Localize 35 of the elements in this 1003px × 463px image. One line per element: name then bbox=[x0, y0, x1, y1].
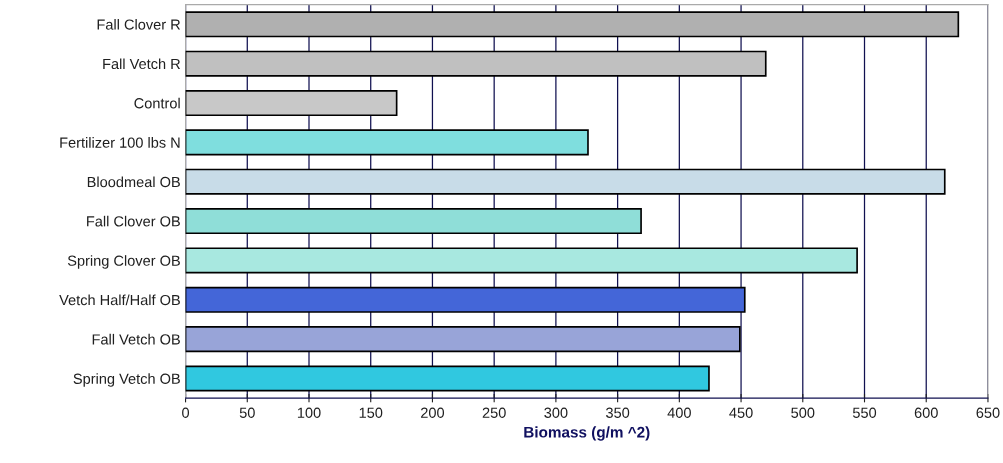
y-tick-label: Fall Vetch R bbox=[103, 58, 181, 70]
y-tick-label: Fertilizer 100 lbs N bbox=[60, 137, 180, 148]
y-tick-label: Fall Vetch OB bbox=[92, 333, 180, 345]
x-tick-label: 600 bbox=[914, 407, 938, 418]
x-tick-label: 350 bbox=[606, 407, 630, 418]
x-tick-label: 300 bbox=[544, 407, 568, 418]
x-tick-label: 400 bbox=[667, 407, 691, 418]
bar bbox=[185, 50, 767, 77]
x-tick-label: 200 bbox=[421, 407, 445, 418]
y-tick-label: Vetch Half/Half OB bbox=[59, 294, 180, 306]
y-tick-label: Spring Clover OB bbox=[67, 255, 180, 269]
x-axis-title: Biomass (g/m ^2) bbox=[524, 426, 650, 441]
x-tick-label: 550 bbox=[852, 407, 877, 418]
bar bbox=[185, 89, 398, 117]
bar bbox=[185, 326, 741, 353]
bar bbox=[185, 208, 642, 235]
x-tick-label: 100 bbox=[297, 407, 321, 418]
bar bbox=[185, 168, 946, 195]
x-tick-label: 0 bbox=[182, 407, 190, 418]
y-tick-label: Fall Clover OB bbox=[87, 215, 180, 227]
x-tick-label: 650 bbox=[976, 407, 1000, 418]
x-tick-label: 150 bbox=[359, 407, 383, 418]
y-tick-label: Fall Clover R bbox=[97, 19, 181, 30]
bar bbox=[185, 286, 746, 313]
x-tick-label: 450 bbox=[729, 407, 753, 418]
bar bbox=[185, 129, 589, 156]
bar bbox=[185, 247, 858, 274]
bar bbox=[185, 365, 710, 392]
x-tick-label: 250 bbox=[482, 407, 506, 418]
y-tick-label: Control bbox=[134, 97, 180, 109]
bar bbox=[185, 11, 960, 38]
y-tick-label: Bloodmeal OB bbox=[87, 176, 180, 188]
x-tick-label: 500 bbox=[791, 407, 815, 418]
x-tick-label: 50 bbox=[239, 407, 255, 418]
y-tick-label: Spring Vetch OB bbox=[73, 373, 180, 387]
